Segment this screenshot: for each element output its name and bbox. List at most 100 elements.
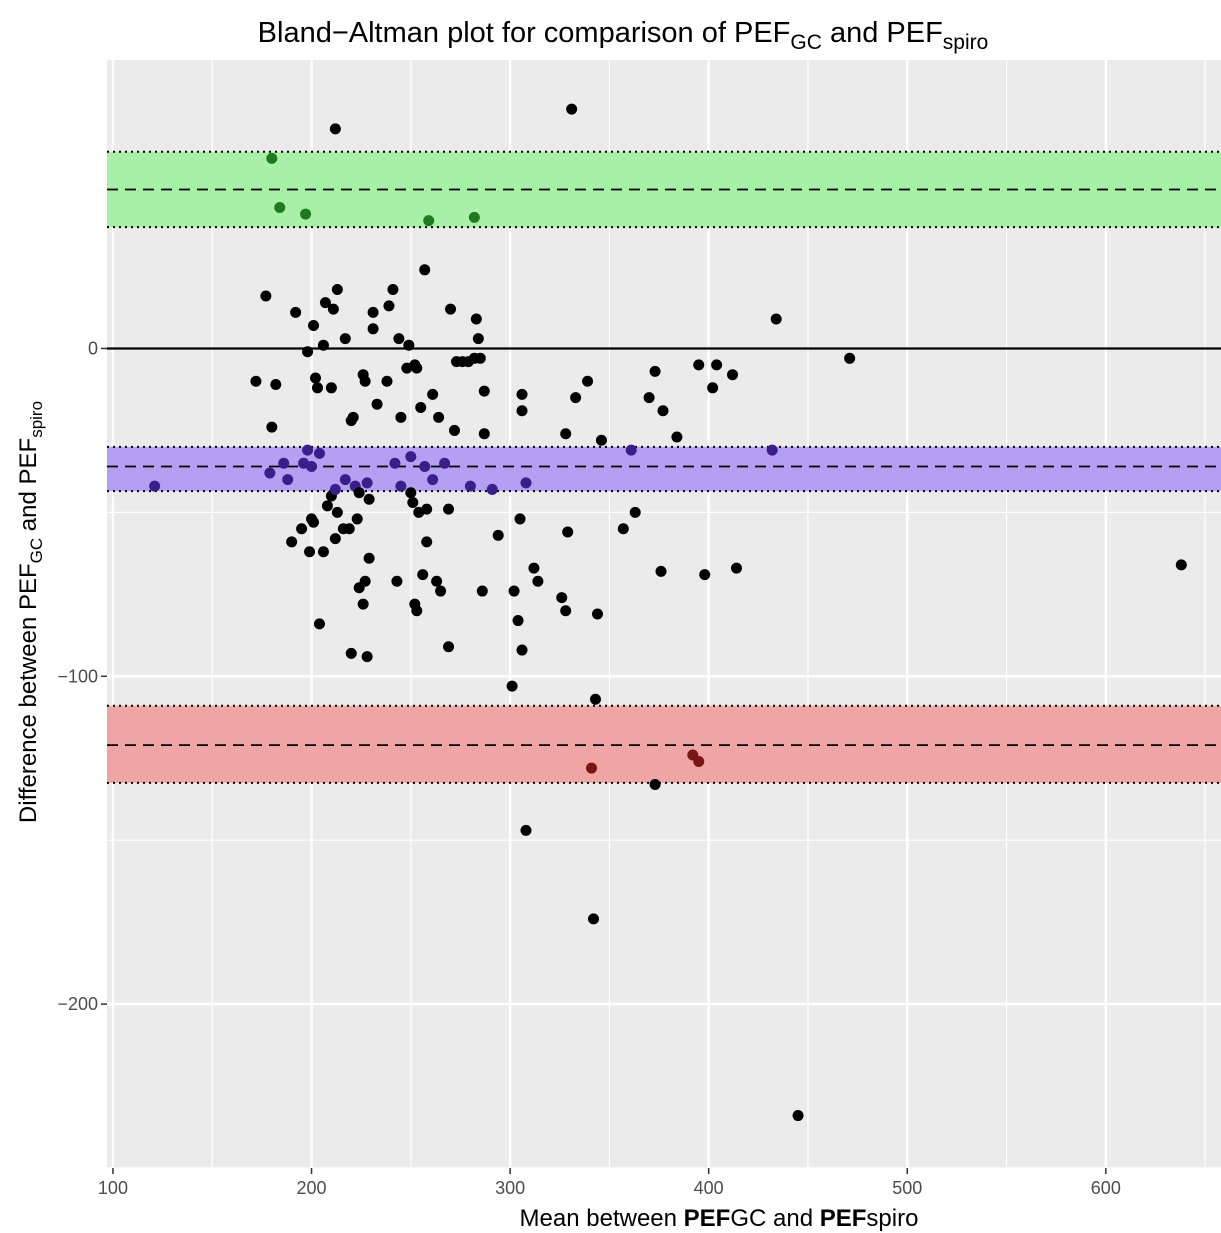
data-point xyxy=(371,398,383,410)
y-axis-title: Difference between PEFGC and PEFspiro xyxy=(15,401,46,823)
data-point xyxy=(367,306,379,318)
data-point xyxy=(427,388,439,400)
data-point xyxy=(443,503,455,515)
data-point xyxy=(844,352,856,364)
data-point xyxy=(278,457,290,469)
data-point xyxy=(296,523,308,535)
data-point xyxy=(264,467,276,479)
data-point xyxy=(250,375,262,387)
data-point xyxy=(282,474,294,486)
data-point xyxy=(492,529,504,541)
data-point xyxy=(464,480,476,492)
data-point xyxy=(506,680,518,692)
x-tick-label: 200 xyxy=(297,1178,327,1198)
data-point xyxy=(405,451,417,463)
data-point xyxy=(381,375,393,387)
data-point xyxy=(439,457,451,469)
data-point xyxy=(308,320,320,332)
data-point xyxy=(560,428,572,440)
data-point xyxy=(290,306,302,318)
data-point xyxy=(266,152,278,164)
data-point xyxy=(427,474,439,486)
data-point xyxy=(468,211,480,223)
x-tick-label: 600 xyxy=(1091,1178,1121,1198)
data-point xyxy=(331,506,343,518)
y-axis-ticks: −200 −100 0 xyxy=(57,338,107,1014)
data-point xyxy=(260,290,272,302)
data-point xyxy=(591,608,603,620)
data-point xyxy=(405,487,417,499)
data-point xyxy=(329,123,341,135)
data-point xyxy=(393,333,405,345)
x-axis-title: Mean between PEFGC and PEFspiro xyxy=(520,1205,919,1232)
data-point xyxy=(707,382,719,394)
data-point xyxy=(433,411,445,423)
data-point xyxy=(403,339,415,351)
data-point xyxy=(317,339,329,351)
data-point xyxy=(391,575,403,587)
x-tick-label: 400 xyxy=(694,1178,724,1198)
data-point xyxy=(508,585,520,597)
data-point xyxy=(266,421,278,433)
data-point xyxy=(421,536,433,548)
data-point xyxy=(415,401,427,413)
data-point xyxy=(727,369,739,381)
data-point xyxy=(478,385,490,397)
data-point xyxy=(528,562,540,574)
data-point xyxy=(310,372,322,384)
x-tick-label: 500 xyxy=(892,1178,922,1198)
data-point xyxy=(300,208,312,220)
data-point xyxy=(625,444,637,456)
data-point xyxy=(270,379,282,391)
data-point xyxy=(643,392,655,404)
data-point xyxy=(419,460,431,472)
data-point xyxy=(339,474,351,486)
data-point xyxy=(363,552,375,564)
data-point xyxy=(327,303,339,315)
data-point xyxy=(693,359,705,371)
data-point xyxy=(792,1110,804,1122)
data-point xyxy=(389,457,401,469)
data-point xyxy=(347,411,359,423)
data-point xyxy=(474,352,486,364)
data-point xyxy=(730,562,742,574)
data-point xyxy=(361,651,373,663)
data-point xyxy=(629,506,641,518)
data-point xyxy=(486,483,498,495)
data-point xyxy=(649,365,661,377)
data-point xyxy=(562,526,574,538)
data-point xyxy=(476,585,488,597)
data-point xyxy=(589,693,601,705)
data-point xyxy=(308,516,320,528)
data-point xyxy=(313,447,325,459)
data-point xyxy=(361,477,373,489)
data-point xyxy=(319,297,331,309)
data-point xyxy=(588,913,600,925)
data-point xyxy=(302,346,314,358)
data-points xyxy=(149,103,1187,1122)
data-point xyxy=(657,405,669,417)
data-point xyxy=(582,375,594,387)
data-point xyxy=(351,513,363,525)
data-point xyxy=(339,333,351,345)
data-point xyxy=(306,460,318,472)
x-axis-ticks: 100 200 300 400 500 600 xyxy=(98,1168,1121,1198)
data-point xyxy=(274,202,286,214)
data-point xyxy=(286,536,298,548)
x-tick-label: 100 xyxy=(98,1178,128,1198)
data-point xyxy=(321,500,333,512)
data-point xyxy=(472,333,484,345)
data-point xyxy=(395,480,407,492)
data-point xyxy=(357,598,369,610)
data-point xyxy=(671,431,683,443)
data-point xyxy=(470,313,482,325)
data-point xyxy=(431,575,443,587)
data-point xyxy=(617,523,629,535)
data-point xyxy=(304,546,316,558)
data-point xyxy=(693,756,705,768)
chart-title: Bland−Altman plot for comparison of PEFG… xyxy=(258,17,989,54)
y-tick-label: −200 xyxy=(57,994,98,1014)
data-point xyxy=(516,388,528,400)
data-point xyxy=(411,362,423,374)
